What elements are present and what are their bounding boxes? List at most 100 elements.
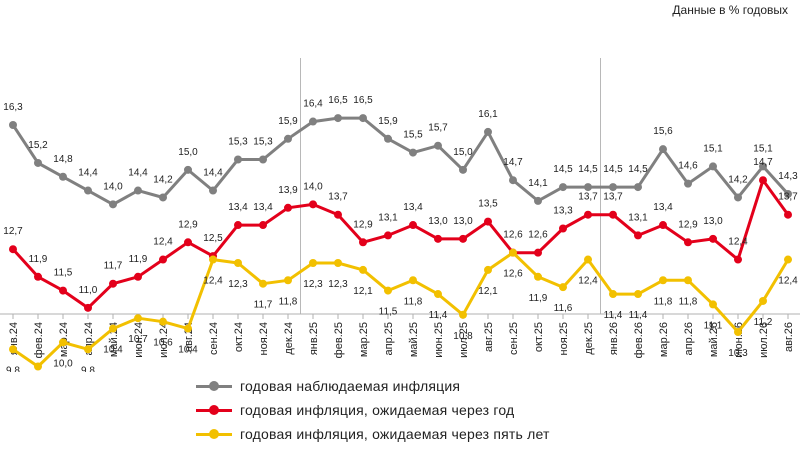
- x-tick-label: июл.24: [158, 322, 170, 358]
- data-point-five_year: [759, 296, 767, 305]
- x-tick-label: ноя.24: [258, 322, 270, 355]
- value-label-observed: 16,5: [353, 95, 373, 106]
- value-label-observed: 15,1: [703, 143, 723, 154]
- data-point-observed: [359, 114, 367, 123]
- x-tick-label: май.26: [708, 322, 720, 357]
- series-lines: [9, 114, 792, 371]
- data-point-five_year: [734, 328, 742, 336]
- value-label-five_year: 12,3: [303, 279, 323, 290]
- data-point-five_year: [209, 255, 217, 264]
- data-point-one_year: [434, 234, 442, 243]
- data-point-five_year: [509, 248, 517, 257]
- x-tick-label: дек.25: [583, 322, 595, 355]
- value-label-observed: 16,4: [303, 99, 323, 110]
- value-label-observed: 14,4: [203, 168, 223, 179]
- x-tick-label: май.25: [408, 322, 420, 357]
- value-label-one_year: 13,9: [278, 185, 298, 196]
- data-point-one_year: [559, 224, 567, 233]
- x-tick-label: мар.26: [658, 322, 670, 357]
- data-point-five_year: [559, 283, 567, 292]
- data-point-one_year: [534, 248, 542, 257]
- value-label-one_year: 13,4: [403, 202, 423, 213]
- x-tick-label: фев.24: [33, 322, 45, 358]
- data-point-one_year: [59, 286, 67, 295]
- data-point-one_year: [484, 217, 492, 226]
- value-label-one_year: 11,9: [129, 254, 148, 265]
- x-tick-label: сен.25: [508, 322, 520, 355]
- x-tick-label: авг.26: [783, 322, 795, 352]
- value-label-observed: 14,2: [728, 174, 748, 185]
- value-label-five_year: 12,3: [328, 279, 348, 290]
- value-label-five_year: 10,0: [53, 358, 73, 369]
- value-label-five_year: 10,8: [453, 331, 473, 342]
- value-label-one_year: 13,7: [603, 192, 623, 203]
- unit-note: Данные в % годовых: [672, 3, 788, 17]
- data-point-observed: [384, 134, 392, 143]
- data-point-one_year: [334, 210, 342, 219]
- value-label-five_year: 11,4: [429, 310, 448, 321]
- data-point-five_year: [459, 310, 467, 319]
- value-label-five_year: 11,8: [404, 296, 423, 307]
- data-point-five_year: [434, 290, 442, 299]
- value-label-observed: 15,2: [28, 140, 48, 151]
- value-label-observed: 15,0: [178, 147, 198, 158]
- value-label-five_year: 12,4: [203, 276, 223, 287]
- data-point-observed: [334, 114, 342, 123]
- value-label-one_year: 12,9: [353, 219, 373, 230]
- data-point-one_year: [759, 176, 767, 185]
- data-point-one_year: [259, 221, 267, 230]
- data-point-observed: [734, 193, 742, 202]
- data-point-observed: [659, 145, 667, 154]
- value-label-one_year: 13,4: [253, 202, 273, 213]
- value-label-one_year: 12,5: [203, 233, 223, 244]
- legend: годовая наблюдаемая инфляция годовая инф…: [196, 374, 550, 446]
- data-point-observed: [609, 183, 617, 192]
- x-tick-label: дек.24: [283, 322, 295, 355]
- value-label-five_year: 11,7: [254, 300, 273, 311]
- data-point-one_year: [409, 221, 417, 230]
- x-tick-label: июл.26: [758, 322, 770, 358]
- data-point-five_year: [484, 265, 492, 274]
- data-point-five_year: [34, 362, 42, 371]
- data-point-observed: [9, 121, 17, 129]
- data-point-five_year: [134, 314, 142, 323]
- data-point-one_year: [684, 238, 692, 247]
- value-label-observed: 14,7: [503, 157, 523, 168]
- data-point-five_year: [259, 279, 267, 288]
- data-point-observed: [534, 196, 542, 205]
- value-label-one_year: 12,4: [728, 237, 748, 248]
- value-label-one_year: 13,4: [653, 202, 673, 213]
- data-point-five_year: [184, 324, 192, 333]
- value-label-one_year: 12,7: [3, 226, 23, 237]
- value-label-one_year: 11,9: [29, 254, 48, 265]
- value-label-five_year: 12,3: [228, 279, 248, 290]
- x-ticks: янв.24фев.24мар.24апр.24май.24июн.24июл.…: [8, 314, 795, 358]
- x-tick-label: фев.25: [333, 322, 345, 358]
- value-label-five_year: 9,8: [6, 365, 20, 372]
- value-label-one_year: 11,0: [79, 285, 98, 296]
- data-point-five_year: [9, 345, 17, 354]
- x-tick-label: сен.24: [208, 322, 220, 355]
- value-label-one_year: 11,5: [54, 268, 73, 279]
- data-point-five_year: [159, 317, 167, 326]
- value-labels: 16,3 15,2 14,8 14,4 14,0 14,4 14,2 15,0 14,4 15,3…: [3, 95, 798, 372]
- value-label-observed: 14,4: [78, 168, 98, 179]
- x-tick-label: фев.26: [633, 322, 645, 358]
- value-label-five_year: 12,6: [503, 269, 523, 280]
- x-tick-label: апр.26: [683, 322, 695, 355]
- value-label-one_year: 13,7: [328, 192, 348, 203]
- x-tick-label: ноя.25: [558, 322, 570, 355]
- data-point-five_year: [84, 345, 92, 354]
- data-point-five_year: [659, 276, 667, 285]
- value-label-five_year: 11,4: [604, 310, 623, 321]
- value-label-five_year: 11,8: [654, 296, 673, 307]
- value-label-five_year: 9,8: [81, 365, 95, 372]
- data-point-observed: [84, 186, 92, 195]
- data-point-one_year: [159, 255, 167, 264]
- data-point-five_year: [609, 290, 617, 299]
- data-point-observed: [34, 158, 42, 167]
- line-chart: янв.24фев.24мар.24апр.24май.24июн.24июл.…: [0, 58, 800, 372]
- data-point-observed: [59, 172, 67, 181]
- value-label-five_year: 10,4: [103, 345, 123, 356]
- data-point-one_year: [134, 272, 142, 281]
